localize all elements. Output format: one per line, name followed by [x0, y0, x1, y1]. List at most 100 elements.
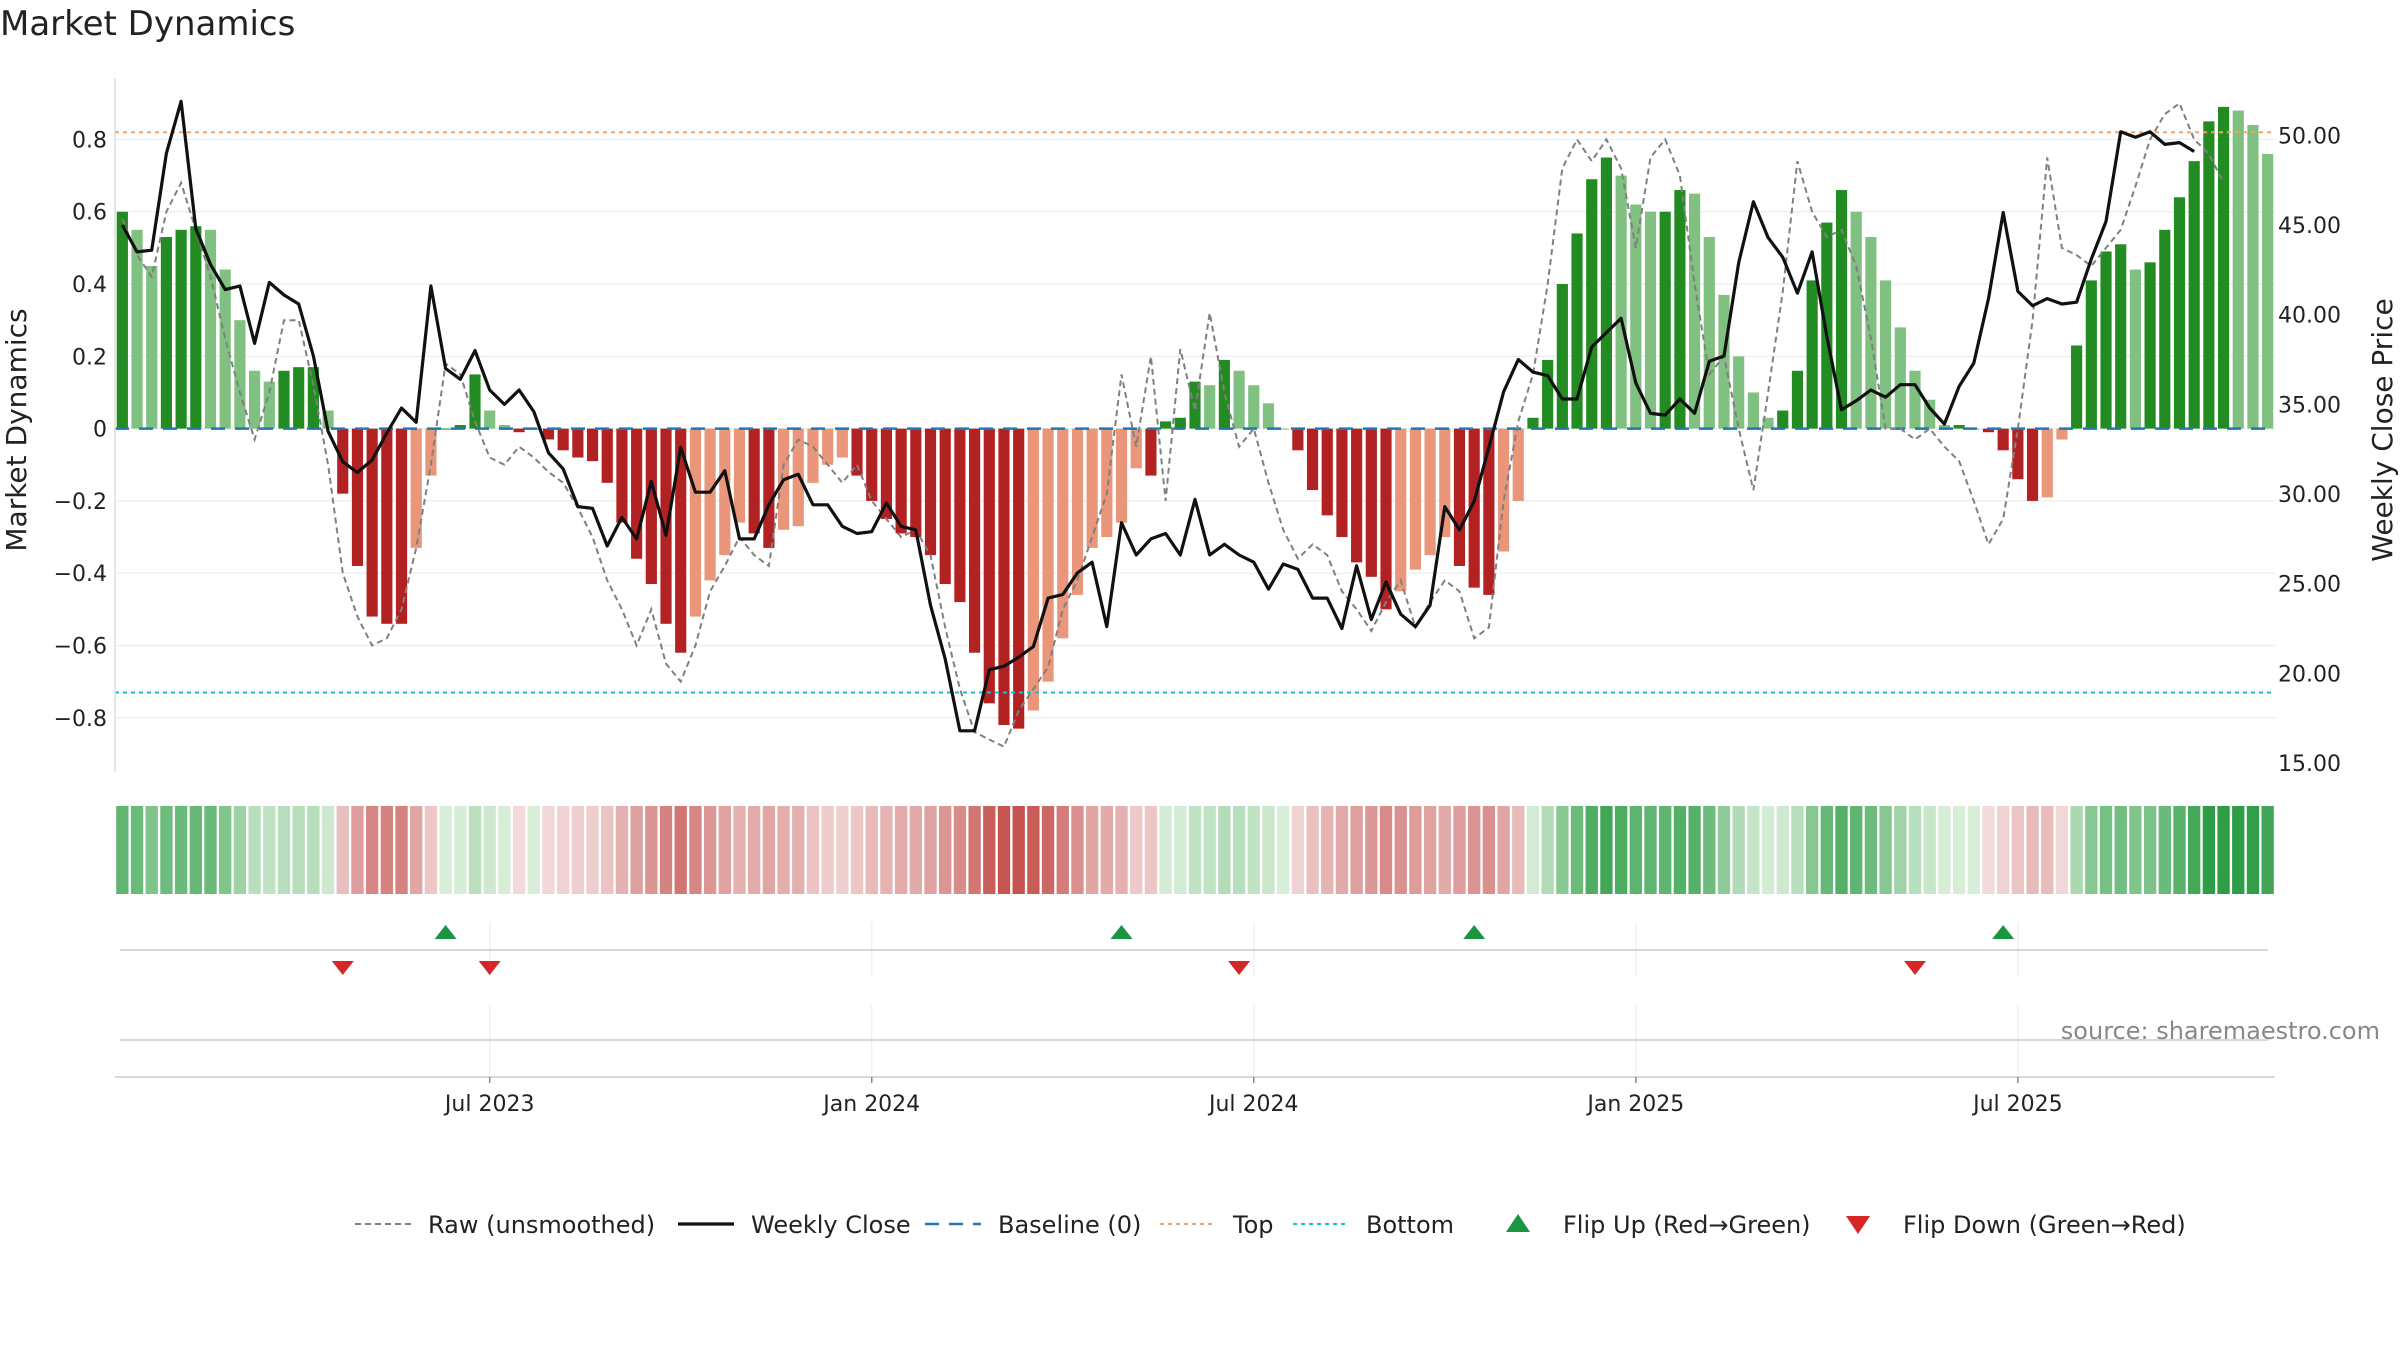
heat-cell — [248, 806, 261, 894]
heat-cell — [2246, 806, 2260, 894]
flip-down-marker — [1228, 961, 1251, 975]
dynamics-bars — [116, 106, 2274, 729]
dynamics-bar — [1630, 204, 1642, 429]
y2-tick-label: 45.00 — [2278, 214, 2341, 239]
heat-cell — [571, 806, 585, 894]
heat-cell — [1629, 806, 1642, 894]
dynamics-bar — [954, 428, 966, 603]
dynamics-bar — [1806, 280, 1818, 429]
x-tick-label: Jan 2025 — [1585, 1092, 1684, 1117]
dynamics-bar — [440, 428, 452, 430]
legend-item: Top — [1160, 1211, 1274, 1239]
dynamics-bar — [1086, 428, 1098, 548]
dynamics-bar — [719, 428, 731, 556]
dynamics-bar — [645, 428, 657, 585]
heat-cell — [292, 806, 305, 894]
heat-cell — [1732, 806, 1745, 894]
y-tick-label: −0.4 — [54, 562, 107, 587]
heat-cell — [1453, 806, 1466, 894]
dynamics-bar — [572, 428, 584, 458]
dynamics-bar — [2041, 428, 2053, 498]
heat-cell — [2143, 806, 2157, 894]
heat-cell — [1541, 806, 1554, 894]
heat-cell — [160, 806, 173, 894]
heat-cell — [821, 806, 834, 894]
heat-cell — [380, 806, 394, 894]
heat-cell — [953, 806, 967, 894]
dynamics-bar — [1894, 327, 1906, 429]
heat-cell — [1967, 806, 1980, 894]
dynamics-bar — [631, 428, 643, 559]
dynamics-bar — [513, 428, 525, 433]
dynamics-bar — [1306, 428, 1319, 491]
y-tick-label: 0.6 — [72, 201, 107, 226]
dynamics-bar — [263, 381, 275, 429]
x-tick-label: Jul 2024 — [1207, 1092, 1299, 1117]
dynamics-bar — [1497, 428, 1510, 552]
source-credit: source: sharemaestro.com — [2061, 1017, 2380, 1045]
dynamics-bar — [1586, 179, 1598, 429]
dynamics-bar — [1938, 425, 1950, 429]
heat-cell — [1276, 806, 1290, 894]
dynamics-bar — [1880, 280, 1892, 429]
dynamics-bar — [983, 428, 995, 704]
heat-cell — [2099, 806, 2113, 894]
legend-label: Flip Up (Red→Green) — [1563, 1211, 1811, 1239]
heat-cell — [909, 806, 922, 894]
y2-tick-label: 40.00 — [2278, 304, 2341, 329]
heat-cell — [865, 806, 878, 894]
dynamics-bar — [2100, 251, 2112, 429]
dynamics-bar — [249, 370, 261, 429]
heat-cell — [1041, 806, 1055, 894]
dynamics-bar — [1277, 428, 1289, 430]
heat-cell — [351, 806, 364, 894]
heat-cell — [1468, 806, 1481, 894]
axes: 0.8 0.6 0.4 0.2 0 −0.2 −0.4 −0.6 −0.8 50.00 45.00 4… — [54, 78, 2341, 777]
dynamics-bar — [601, 428, 613, 483]
flip-up-marker — [1463, 925, 1486, 939]
dynamics-bar — [1160, 421, 1172, 429]
heat-cell — [2188, 806, 2201, 894]
heat-cell — [1996, 806, 2010, 894]
heat-cell — [1115, 806, 1128, 894]
dynamics-bar — [763, 428, 775, 548]
dynamics-bar — [1512, 428, 1524, 501]
legend-label: Bottom — [1366, 1211, 1454, 1239]
heat-cell — [2055, 806, 2069, 894]
heat-cell — [2202, 806, 2216, 894]
dynamics-bar — [2262, 153, 2274, 429]
dynamics-bar — [2115, 244, 2127, 429]
dynamics-bar — [395, 428, 408, 624]
heat-cell — [116, 806, 129, 894]
legend-label: Baseline (0) — [998, 1211, 1141, 1239]
dynamics-bar — [1174, 417, 1186, 429]
dynamics-bar — [1115, 428, 1128, 523]
heat-cell — [703, 806, 717, 894]
heat-cell — [1056, 806, 1069, 894]
heat-cell — [1688, 806, 1701, 894]
dynamics-bar — [293, 367, 305, 429]
heat-cell — [365, 806, 379, 894]
dynamics-bar — [219, 269, 231, 429]
dynamics-bar — [1101, 428, 1113, 538]
heat-cell — [2129, 806, 2142, 894]
heat-cell — [689, 806, 702, 894]
heat-cell — [1585, 806, 1598, 894]
heat-cell — [1805, 806, 1819, 894]
heat-cell — [1423, 806, 1437, 894]
legend-item: Flip Down (Green→Red) — [1846, 1211, 2186, 1239]
x-tick-label: Jul 2023 — [443, 1092, 535, 1117]
dynamics-bar — [2173, 197, 2186, 429]
dynamics-bar — [1850, 211, 1862, 429]
dynamics-bar — [822, 428, 834, 465]
heat-cell — [1908, 806, 1922, 894]
heat-cell — [1321, 806, 1334, 894]
dynamics-bar — [175, 229, 187, 429]
x-axis: Jul 2023 Jan 2024 Jul 2024 Jan 2025 Jul 2025 — [115, 1076, 2275, 1117]
dynamics-bar — [1924, 399, 1936, 429]
dynamics-bar — [1468, 428, 1480, 588]
heat-cell — [762, 806, 776, 894]
heat-cell — [1747, 806, 1760, 894]
y2-tick-label: 15.00 — [2278, 752, 2341, 777]
